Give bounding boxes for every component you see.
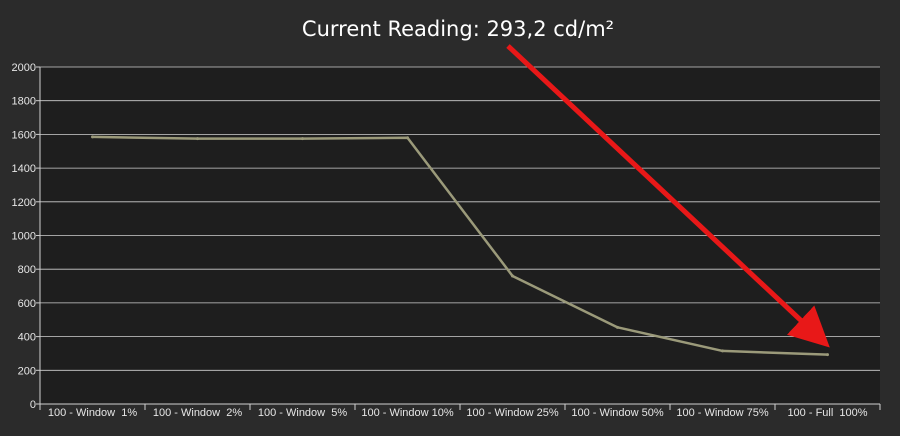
data-point: [616, 325, 619, 329]
data-point: [196, 137, 199, 141]
data-point: [301, 137, 304, 141]
series-line: [92, 135, 828, 356]
data-point: [826, 353, 829, 357]
x-tick-label: 100 - Window 2%: [153, 407, 242, 419]
y-tick-label: 1800: [12, 96, 36, 108]
y-tick-label: 1400: [12, 163, 36, 175]
y-tick-label: 2000: [12, 62, 36, 74]
x-tick-label: 100 - Window 10%: [361, 407, 454, 419]
annotation-arrow: [506, 44, 830, 348]
y-tick-label: 1000: [12, 231, 36, 243]
data-point: [91, 135, 94, 139]
y-tick-label: 1600: [12, 129, 36, 141]
x-axis-ticks: 100 - Window 1% 100 - Window 2% 100 - Wind…: [39, 404, 881, 419]
data-point: [406, 136, 409, 140]
y-tick-label: 0: [30, 399, 36, 411]
y-tick-label: 200: [18, 365, 36, 377]
x-tick-label: 100 - Window 75%: [676, 407, 769, 419]
chart-title: Current Reading: 293,2 cd/m²: [302, 17, 614, 41]
x-tick-label: 100 - Window 5%: [258, 407, 347, 419]
grid-lines: [40, 66, 880, 405]
data-point: [721, 349, 724, 353]
y-tick-label: 400: [18, 332, 36, 344]
series-layer: [91, 135, 829, 357]
y-tick-label: 800: [18, 264, 36, 276]
data-point: [511, 274, 514, 278]
y-tick-label: 1200: [12, 197, 36, 209]
x-tick-label: 100 - Window 25%: [466, 407, 559, 419]
y-tick-label: 600: [18, 298, 36, 310]
x-tick-label: 100 - Window 1%: [48, 407, 137, 419]
x-tick-label: 100 - Full 100%: [787, 407, 867, 419]
y-axis-ticks: 0 200 400 600 800 1000 1200 1400 1600 1800 2000: [12, 62, 40, 411]
x-tick-label: 100 - Window 50%: [571, 407, 664, 419]
